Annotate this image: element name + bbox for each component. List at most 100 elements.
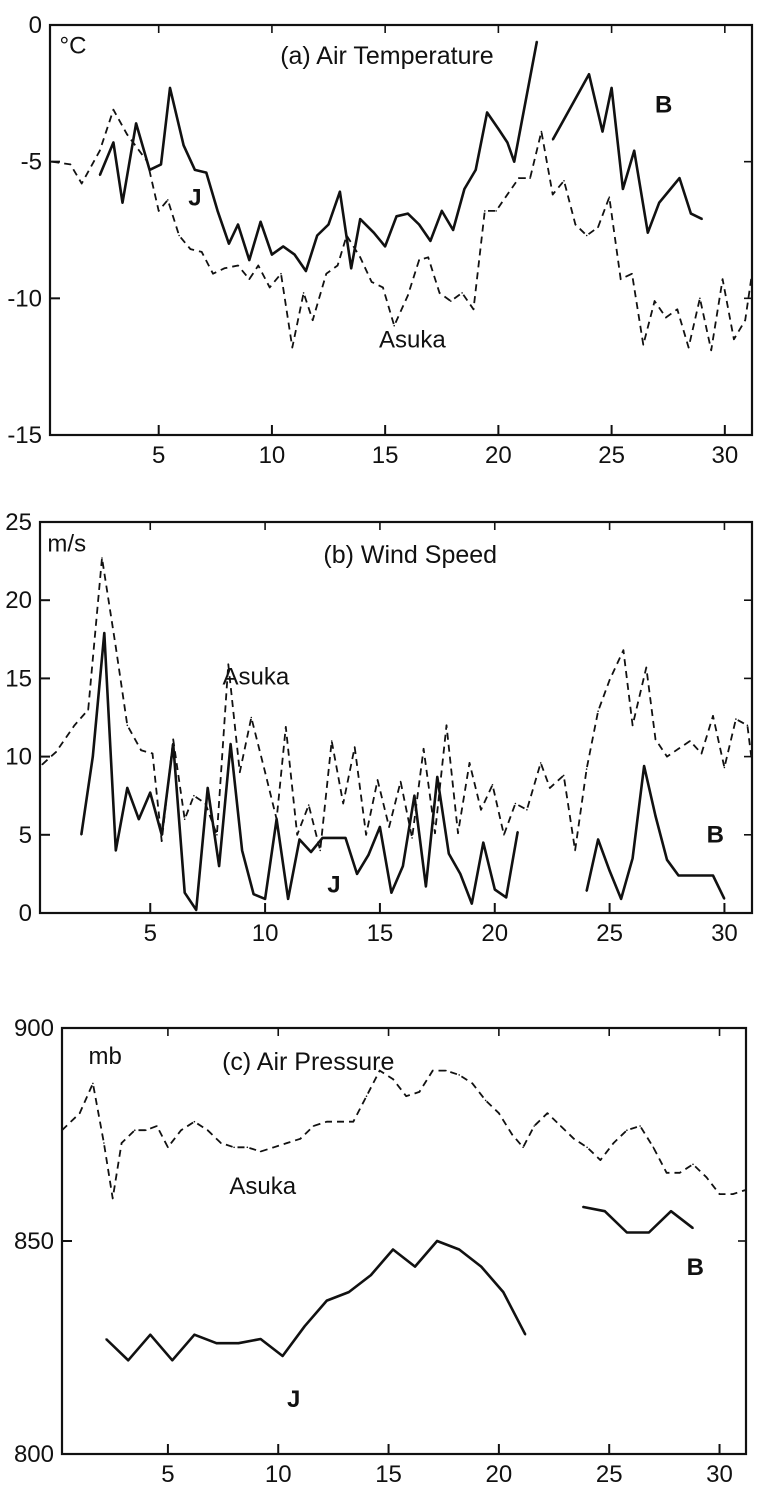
data-point-asuka	[330, 740, 333, 742]
data-point-asuka	[692, 1163, 694, 1166]
data-point-j	[441, 210, 443, 212]
series-label-j: J	[287, 1386, 300, 1413]
data-point-asuka	[732, 1193, 734, 1195]
data-point-asuka	[302, 292, 305, 294]
data-point-b	[700, 874, 703, 877]
data-point-asuka	[392, 1078, 394, 1080]
data-point-j	[502, 1291, 505, 1293]
data-point-asuka	[227, 663, 230, 666]
data-point-b	[633, 149, 635, 152]
data-point-j	[452, 229, 454, 231]
data-point-j	[281, 1355, 284, 1357]
series-line-j	[105, 1239, 527, 1362]
data-point-j	[195, 909, 197, 911]
data-point-j	[259, 221, 262, 223]
data-point-asuka	[250, 716, 253, 719]
data-point-asuka	[652, 1146, 655, 1149]
series-line-j	[98, 41, 539, 273]
data-point-b	[712, 874, 714, 877]
data-point-asuka	[665, 1172, 668, 1174]
data-point-asuka	[700, 752, 703, 755]
series-label-asuka: Asuka	[379, 327, 446, 354]
data-point-j	[205, 171, 208, 174]
data-point-j	[127, 1359, 129, 1362]
data-point-asuka	[574, 849, 576, 852]
data-point-j	[115, 849, 117, 852]
x-tick-label: 5	[152, 442, 165, 469]
data-point-asuka	[92, 1082, 94, 1085]
data-point-asuka	[514, 802, 517, 805]
data-point-j	[414, 1265, 416, 1268]
data-point-b	[622, 188, 624, 190]
data-point-asuka	[438, 292, 441, 294]
data-point-asuka	[388, 826, 390, 828]
data-point-asuka	[468, 762, 471, 764]
series-label-asuka: Asuka	[229, 1173, 296, 1200]
data-point-j	[524, 1333, 527, 1336]
data-point-b	[626, 1231, 628, 1234]
data-point-asuka	[378, 1069, 381, 1072]
series-asuka	[62, 1069, 746, 1200]
data-point-asuka	[506, 193, 509, 196]
data-point-b	[677, 874, 680, 877]
data-point-asuka	[480, 809, 482, 811]
data-point-j	[305, 270, 307, 272]
data-point-b	[604, 1210, 606, 1212]
data-point-asuka	[533, 1125, 535, 1127]
data-point-asuka	[418, 1091, 421, 1093]
data-point-j	[370, 1274, 372, 1276]
data-point-asuka	[189, 248, 192, 250]
data-point-j	[390, 891, 393, 894]
data-point-asuka	[407, 294, 409, 297]
data-point-j	[395, 215, 398, 218]
data-point-b	[610, 87, 613, 89]
data-point-asuka	[246, 1146, 249, 1149]
panel-wind-speed: 0 5 10 15 20 25 5 10 15 20 25 30 (b) Wind Speed m/s As…	[5, 509, 754, 947]
data-point-j	[148, 169, 151, 171]
data-point-asuka	[41, 763, 44, 766]
series-asuka	[51, 108, 752, 352]
data-point-j	[327, 223, 330, 226]
data-point-b	[648, 1231, 650, 1234]
data-point-asuka	[268, 286, 271, 289]
data-point-j	[303, 1325, 306, 1327]
data-point-j	[160, 163, 162, 166]
data-point-j	[536, 40, 538, 43]
data-point-asuka	[562, 774, 565, 777]
data-point-asuka	[529, 177, 531, 179]
data-point-asuka	[608, 679, 611, 681]
data-point-asuka	[540, 130, 543, 133]
x-tick-label: 10	[259, 442, 286, 469]
data-point-j	[80, 834, 83, 836]
data-point-b	[654, 815, 657, 817]
data-point-asuka	[248, 278, 251, 281]
data-point-asuka	[666, 755, 668, 758]
y-tick-label: 900	[14, 1015, 54, 1042]
data-point-asuka	[746, 724, 749, 727]
data-point-asuka	[710, 349, 712, 352]
data-point-asuka	[549, 787, 551, 789]
data-point-b	[669, 188, 672, 190]
data-point-j	[436, 1240, 438, 1242]
data-point-asuka	[285, 726, 287, 728]
data-point-j	[413, 794, 416, 797]
data-point-asuka	[418, 259, 420, 261]
data-point-asuka	[586, 1146, 588, 1149]
data-point-asuka	[484, 210, 486, 212]
data-point-j	[463, 188, 466, 190]
data-point-asuka	[665, 316, 667, 319]
data-point-asuka	[237, 264, 239, 267]
data-point-asuka	[559, 1125, 562, 1127]
data-point-j	[216, 210, 219, 212]
data-point-asuka	[689, 740, 691, 742]
data-point-asuka	[193, 1120, 196, 1123]
data-point-asuka	[111, 1197, 114, 1200]
data-point-j	[298, 838, 301, 841]
data-point-j	[436, 776, 439, 778]
x-tick-label: 5	[161, 1461, 174, 1488]
data-point-j	[172, 743, 174, 745]
x-tick-label: 25	[596, 1461, 623, 1488]
data-point-asuka	[484, 1099, 487, 1102]
data-point-asuka	[376, 779, 379, 781]
